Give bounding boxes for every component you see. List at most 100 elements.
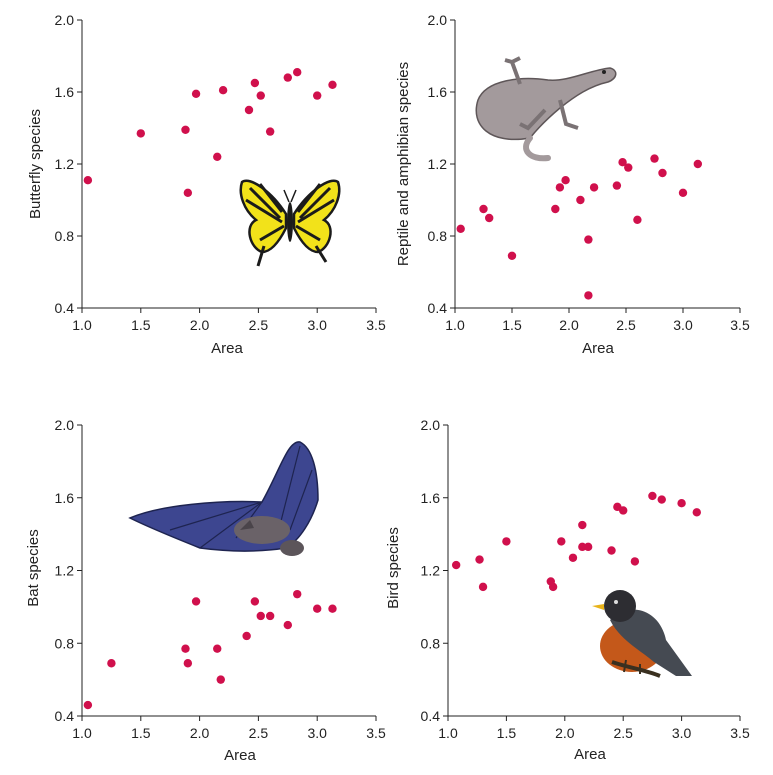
x-tick-label: 2.5 bbox=[616, 317, 636, 333]
data-point bbox=[657, 495, 666, 504]
data-point bbox=[283, 73, 292, 82]
data-point bbox=[557, 537, 566, 546]
data-point bbox=[555, 183, 565, 192]
data-point bbox=[183, 659, 193, 668]
y-axis-label: Bat species bbox=[25, 529, 42, 607]
data-point bbox=[475, 555, 484, 564]
data-point bbox=[313, 91, 322, 100]
data-point bbox=[589, 183, 599, 192]
data-point bbox=[633, 215, 642, 224]
x-tick-label: 1.5 bbox=[131, 725, 151, 741]
data-point bbox=[485, 213, 494, 223]
x-tick-label: 1.5 bbox=[502, 317, 522, 333]
data-point bbox=[576, 195, 585, 205]
data-point bbox=[648, 491, 657, 501]
x-tick-label: 2.5 bbox=[249, 725, 269, 741]
data-point bbox=[183, 188, 193, 197]
x-tick-label: 2.0 bbox=[190, 317, 210, 333]
data-point bbox=[650, 154, 659, 163]
y-tick-label: 1.6 bbox=[428, 84, 448, 100]
x-axis-label: Area bbox=[582, 340, 614, 357]
data-point bbox=[568, 553, 578, 562]
lizard-icon bbox=[475, 56, 617, 162]
x-tick-label: 1.5 bbox=[131, 317, 151, 333]
data-point bbox=[218, 86, 228, 95]
data-point bbox=[256, 91, 265, 100]
x-tick-label: 1.5 bbox=[497, 725, 517, 741]
data-point bbox=[584, 235, 593, 244]
y-tick-label: 2.0 bbox=[55, 12, 75, 28]
data-point bbox=[584, 291, 593, 300]
data-point bbox=[451, 560, 461, 570]
data-point bbox=[213, 152, 222, 161]
data-point bbox=[191, 597, 201, 606]
data-point bbox=[250, 597, 260, 606]
data-point bbox=[677, 499, 686, 508]
y-tick-label: 0.8 bbox=[55, 228, 75, 244]
y-tick-label: 1.2 bbox=[55, 156, 75, 172]
x-tick-label: 2.0 bbox=[555, 725, 575, 741]
data-point bbox=[548, 582, 558, 592]
x-tick-label: 2.0 bbox=[559, 317, 579, 333]
butterfly-scatter-panel: Area Butterfly species 1.0 1.5 2.0 2.5 3.0 3.… bbox=[27, 12, 386, 357]
data-point bbox=[658, 168, 667, 178]
y-tick-label: 0.4 bbox=[55, 300, 75, 316]
data-point bbox=[265, 611, 275, 621]
x-axis-label: Area bbox=[211, 340, 243, 357]
x-axis-label: Area bbox=[574, 746, 606, 763]
y-tick-label: 2.0 bbox=[428, 12, 448, 28]
data-point bbox=[265, 127, 275, 136]
x-tick-label: 3.0 bbox=[672, 725, 692, 741]
reptile-scatter-panel: Area Reptile and amphibian species 1.0 1.… bbox=[395, 12, 750, 357]
data-point bbox=[692, 508, 701, 517]
x-tick-label: 1.0 bbox=[438, 725, 458, 741]
y-tick-label: 0.8 bbox=[428, 228, 448, 244]
y-tick-label: 0.4 bbox=[428, 300, 448, 316]
data-point bbox=[293, 589, 302, 599]
bird-scatter-panel: Area Bird species 1.0 1.5 2.0 2.5 3.0 3.5 0.4… bbox=[385, 417, 750, 763]
data-point bbox=[678, 188, 688, 197]
y-tick-label: 0.8 bbox=[55, 635, 75, 651]
bat-scatter-panel: Area Bat species 1.0 1.5 2.0 2.5 3.0 3.5 0.4 0… bbox=[25, 417, 386, 764]
data-point bbox=[630, 557, 640, 566]
bat-icon bbox=[128, 441, 319, 556]
data-point bbox=[328, 80, 337, 90]
bird-icon bbox=[592, 590, 692, 678]
y-tick-label: 1.2 bbox=[428, 156, 448, 172]
x-tick-label: 1.0 bbox=[72, 725, 92, 741]
y-tick-label: 1.2 bbox=[55, 563, 75, 579]
data-point bbox=[136, 129, 145, 138]
data-point bbox=[191, 89, 201, 99]
y-tick-label: 0.8 bbox=[421, 635, 441, 651]
data-point bbox=[693, 159, 703, 169]
data-point bbox=[216, 675, 225, 684]
data-point bbox=[181, 644, 190, 653]
x-tick-label: 3.0 bbox=[307, 725, 327, 741]
data-point bbox=[83, 700, 93, 710]
data-point bbox=[256, 611, 265, 621]
x-tick-label: 3.0 bbox=[307, 317, 327, 333]
data-point bbox=[502, 537, 511, 546]
x-tick-label: 2.0 bbox=[190, 725, 210, 741]
y-axis-label: Bird species bbox=[385, 527, 402, 609]
x-tick-label: 3.5 bbox=[366, 317, 386, 333]
y-tick-label: 2.0 bbox=[55, 417, 75, 433]
data-point bbox=[624, 163, 633, 172]
x-axis-label: Area bbox=[224, 747, 256, 764]
data-point bbox=[507, 251, 517, 260]
y-tick-label: 2.0 bbox=[421, 417, 441, 433]
data-point bbox=[107, 659, 116, 668]
data-point bbox=[293, 68, 302, 77]
data-point bbox=[181, 125, 190, 134]
data-point bbox=[551, 204, 560, 214]
y-tick-label: 1.6 bbox=[55, 84, 75, 100]
x-tick-label: 1.0 bbox=[72, 317, 92, 333]
data-point bbox=[561, 176, 570, 185]
x-tick-label: 3.0 bbox=[673, 317, 693, 333]
data-point bbox=[478, 582, 488, 592]
data-point bbox=[578, 542, 587, 552]
x-tick-label: 3.5 bbox=[730, 317, 750, 333]
y-tick-label: 0.4 bbox=[55, 708, 75, 724]
